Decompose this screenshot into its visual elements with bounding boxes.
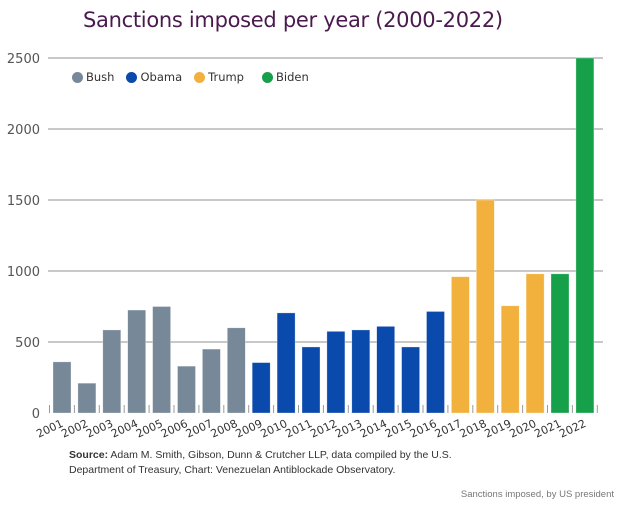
- legend-item-biden: Biden: [261, 70, 309, 84]
- legend-label-trump: Trump: [208, 70, 244, 84]
- bar-2014: [376, 326, 396, 414]
- bar-2002: [77, 382, 97, 414]
- x-tick-label-2022: 2022: [557, 417, 588, 441]
- y-tick-label-2500: 2500: [7, 52, 40, 67]
- source-note: Source: Adam M. Smith, Gibson, Dunn & Cr…: [69, 448, 489, 478]
- bar-2021: [550, 273, 570, 414]
- legend-item-trump: Trump: [194, 70, 244, 84]
- bar-2016: [426, 311, 445, 414]
- bar-2005: [152, 306, 171, 414]
- legend-item-obama: Obama: [126, 70, 182, 84]
- bar-2001: [52, 361, 72, 414]
- legend-dot-trump: [194, 71, 206, 83]
- bar-2020: [525, 273, 545, 414]
- bar-2008: [227, 327, 246, 414]
- legend: Bush Obama Trump Biden: [72, 70, 309, 84]
- source-text: Adam M. Smith, Gibson, Dunn & Crutcher L…: [69, 449, 452, 476]
- legend-item-bush: Bush: [72, 70, 114, 84]
- y-axis-ticks: 0 500 1000 1500 2000 2500: [7, 52, 40, 422]
- bar-2022: [575, 57, 595, 414]
- image-caption: Sanctions imposed, by US president: [460, 489, 614, 500]
- y-tick-label-2000: 2000: [7, 123, 40, 138]
- bar-2009: [251, 362, 271, 414]
- bar-2019: [500, 305, 520, 414]
- y-tick-label-1000: 1000: [7, 265, 40, 280]
- bar-2015: [401, 346, 420, 414]
- legend-label-obama: Obama: [140, 70, 183, 84]
- bar-2012: [326, 331, 346, 414]
- legend-dot-bush: [72, 71, 83, 83]
- bar-2011: [301, 346, 321, 414]
- bars: [52, 57, 595, 414]
- legend-label-bush: Bush: [86, 70, 115, 84]
- bar-2017: [451, 276, 470, 414]
- chart-title: Sanctions imposed per year (2000-2022): [83, 8, 503, 32]
- legend-dot-obama: [126, 71, 138, 83]
- legend-label-biden: Biden: [275, 70, 309, 84]
- bar-2010: [276, 312, 296, 414]
- source-label: Source:: [69, 449, 109, 461]
- gridlines: [48, 57, 603, 343]
- bar-2006: [177, 365, 196, 414]
- legend-dot-biden: [261, 71, 273, 83]
- y-tick-label-1500: 1500: [7, 194, 40, 209]
- bar-2003: [102, 329, 122, 414]
- bar-2007: [202, 348, 221, 414]
- bar-2004: [127, 309, 146, 414]
- y-tick-label-0: 0: [32, 407, 40, 422]
- y-tick-label-500: 500: [15, 336, 40, 351]
- bar-2018: [475, 199, 495, 414]
- bar-2013: [351, 329, 371, 414]
